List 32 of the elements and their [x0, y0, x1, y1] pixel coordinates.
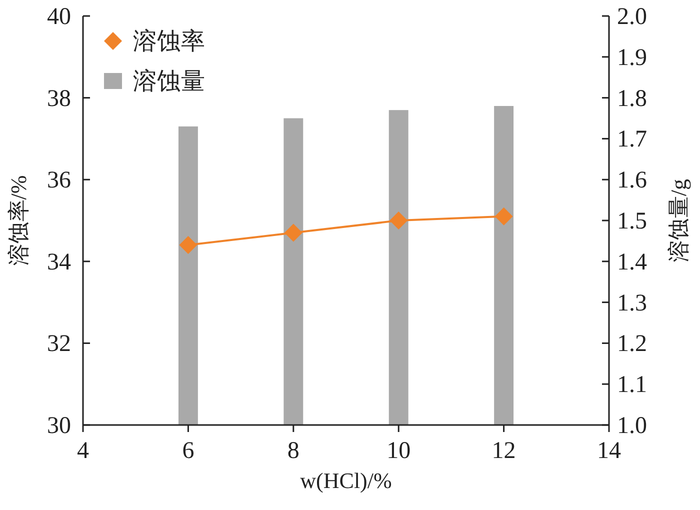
x-tick-label: 4	[77, 438, 89, 464]
y2-tick-label: 1.3	[617, 290, 647, 316]
y2-tick-label: 1.7	[617, 126, 647, 153]
y-axis-title: 溶蚀率/%	[6, 175, 31, 266]
point	[390, 212, 408, 230]
legend-label: 溶蚀率	[133, 28, 205, 55]
y-tick-label: 40	[47, 4, 71, 30]
x-tick-label: 10	[386, 438, 411, 464]
point	[179, 236, 198, 254]
y2-tick-label: 1.6	[617, 168, 647, 194]
x-tick-label: 6	[182, 438, 194, 464]
y2-tick-label: 1.0	[617, 413, 647, 439]
point	[494, 207, 513, 226]
point	[284, 224, 302, 242]
y2-tick-label: 2.0	[617, 4, 647, 30]
x-tick-label: 12	[492, 438, 516, 464]
y2-axis-title: 溶蚀量/g	[666, 178, 691, 262]
y2-tick-label: 1.8	[617, 86, 647, 112]
legend-label: 溶蚀量	[133, 68, 205, 95]
y2-tick-label: 1.1	[617, 372, 647, 398]
y2-tick-label: 1.2	[617, 331, 647, 358]
x-tick-label: 14	[597, 438, 621, 464]
y-tick-label: 36	[47, 168, 71, 194]
y-tick-label: 32	[47, 331, 71, 358]
y2-tick-label: 1.4	[617, 249, 647, 276]
y2-tick-label: 1.9	[617, 44, 647, 71]
y2-tick-label: 1.5	[617, 208, 647, 234]
x-axis-title: w(HCl)/%	[300, 468, 392, 493]
y-tick-label: 30	[47, 413, 71, 439]
y-tick-label: 34	[47, 249, 71, 276]
y-tick-label: 38	[47, 86, 71, 112]
x-tick-label: 8	[287, 438, 300, 464]
